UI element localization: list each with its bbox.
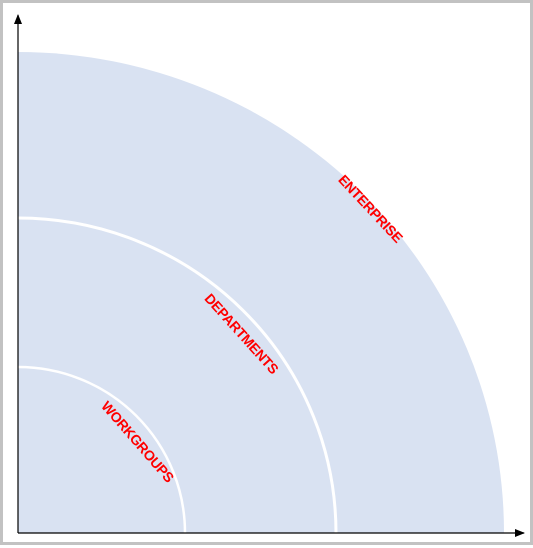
enterprise-ring [18, 52, 504, 533]
workgroups-ring-boundary [17, 365, 187, 534]
departments-ring-boundary [17, 216, 338, 534]
concentric-rings-diagram: ENTERPRISE DEPARTMENTS WORKGROUPS [14, 14, 525, 537]
